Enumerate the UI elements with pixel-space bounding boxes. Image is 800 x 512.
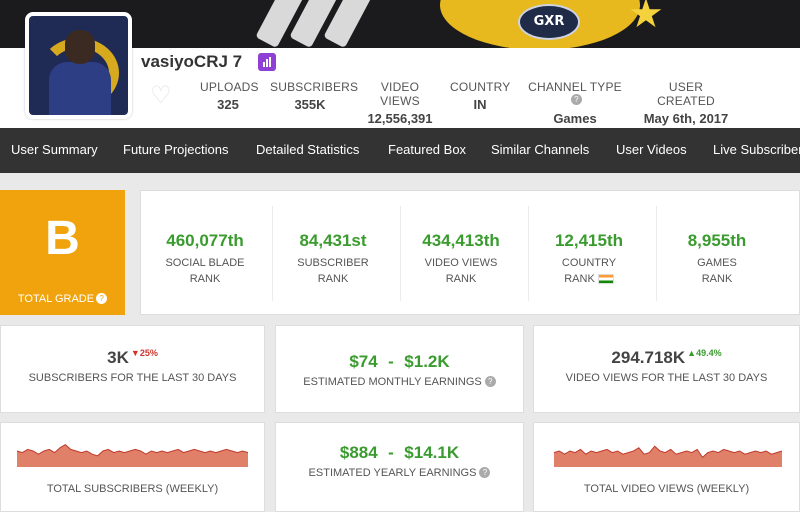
- rank-value: 434,413th: [422, 231, 500, 250]
- user-created-stat: USER CREATED May 6th, 2017: [640, 80, 732, 126]
- monthly-earnings-separator: -: [388, 352, 394, 371]
- channel-type-stat: CHANNEL TYPE? Games: [522, 80, 628, 126]
- rank-label: SUBSCRIBER: [297, 257, 369, 269]
- video-views-label: VIDEO VIEWS: [380, 80, 420, 108]
- subscribers-30-days-caption: SUBSCRIBERS FOR THE LAST 30 DAYS: [28, 372, 237, 384]
- channel-type-label: CHANNEL TYPE: [528, 80, 622, 94]
- nav-featured-box[interactable]: Featured Box: [388, 142, 467, 157]
- divider: [528, 206, 529, 301]
- video-views-stat: VIDEO VIEWS 12,556,391: [362, 80, 438, 126]
- rank-label: RANK: [564, 273, 595, 285]
- uploads-value: 325: [217, 97, 239, 112]
- divider: [656, 206, 657, 301]
- ranks-card: 460,077th SOCIAL BLADE RANK 84,431st SUBS…: [140, 190, 800, 315]
- channel-name: vasiyoCRJ 7: [141, 52, 243, 71]
- views-weekly-sparkline[interactable]: [534, 433, 800, 473]
- nav-similar-channels[interactable]: Similar Channels: [491, 142, 590, 157]
- subscribers-label: SUBSCRIBERS: [270, 80, 359, 94]
- help-icon[interactable]: ?: [484, 376, 496, 387]
- yearly-earnings-low: $884: [339, 443, 378, 462]
- monthly-earnings-low: $74: [349, 352, 378, 371]
- rank-label: SOCIAL BLADE: [165, 257, 245, 269]
- user-created-label: USER CREATED: [657, 80, 715, 108]
- yearly-earnings-high: $14.1K: [404, 443, 460, 462]
- rank-label: COUNTRY: [561, 257, 617, 269]
- sparkline-area: [17, 444, 248, 467]
- rank-label: RANK: [189, 273, 221, 285]
- subscribers-stat: SUBSCRIBERS 355K: [270, 80, 359, 112]
- channel-header: [0, 48, 800, 128]
- divider: [400, 206, 401, 301]
- subscribers-weekly-card: TOTAL SUBSCRIBERS (WEEKLY): [0, 422, 265, 512]
- nav-user-summary[interactable]: User Summary: [11, 142, 98, 157]
- subscribers-value: 355K: [294, 97, 326, 112]
- rank-label: VIDEO VIEWS: [424, 257, 498, 269]
- social-blade-rank: 460,077th SOCIAL BLADE RANK: [141, 191, 269, 316]
- rank-label: RANK: [317, 273, 349, 285]
- india-flag-icon: [597, 274, 614, 285]
- video-views-rank: 434,413th VIDEO VIEWS RANK: [397, 191, 525, 316]
- sparkline-line: [553, 445, 783, 459]
- views-weekly-caption: TOTAL VIDEO VIEWS (WEEKLY): [583, 483, 750, 495]
- subscribers-30-days-card: 3K ▼25% SUBSCRIBERS FOR THE LAST 30 DAYS: [0, 325, 265, 413]
- sparkline-area: [554, 446, 782, 467]
- rank-label: RANK: [445, 273, 477, 285]
- rank-value: 460,077th: [166, 231, 244, 250]
- grade-letter: B: [45, 212, 80, 265]
- help-icon[interactable]: ?: [479, 467, 491, 478]
- sparkline-line: [16, 443, 249, 457]
- help-icon[interactable]: ?: [96, 293, 108, 304]
- nav-detailed-statistics[interactable]: Detailed Statistics: [256, 142, 360, 157]
- views-30-days-card: 294.718K ▲49.4% VIDEO VIEWS FOR THE LAST …: [533, 325, 800, 413]
- channel-banner: GXR ★: [0, 0, 800, 48]
- video-views-value: 12,556,391: [367, 111, 433, 126]
- user-created-value: May 6th, 2017: [643, 111, 729, 126]
- subscribers-30-days-value: 3K: [107, 348, 129, 367]
- rank-value: 84,431st: [299, 231, 367, 250]
- rank-label: GAMES: [697, 257, 737, 269]
- favorite-heart-icon[interactable]: ♡: [150, 82, 172, 109]
- stats-badge-icon[interactable]: [258, 53, 276, 71]
- uploads-stat: UPLOADS 325: [200, 80, 259, 112]
- monthly-earnings-card: $74 - $1.2K ESTIMATED MONTHLY EARNINGS?: [275, 325, 524, 413]
- yearly-earnings-caption: ESTIMATED YEARLY EARNINGS: [308, 467, 477, 479]
- country-value: IN: [473, 97, 487, 112]
- nav-live-subscriber[interactable]: Live Subscriber: [713, 142, 800, 157]
- country-label: COUNTRY: [450, 80, 511, 94]
- views-30-days-value: 294.718K: [611, 348, 686, 367]
- country-rank: 12,415th COUNTRY RANK: [525, 191, 653, 316]
- rank-label: RANK: [701, 273, 733, 285]
- monthly-earnings-caption: ESTIMATED MONTHLY EARNINGS: [303, 376, 482, 388]
- views-30-days-caption: VIDEO VIEWS FOR THE LAST 30 DAYS: [565, 372, 768, 384]
- down-arrow-icon: ▼: [130, 348, 140, 358]
- grade-label: TOTAL GRADE: [17, 293, 95, 305]
- star-icon: ★: [628, 0, 664, 36]
- monthly-earnings-high: $1.2K: [404, 352, 450, 371]
- views-delta: 49.4%: [696, 348, 722, 358]
- subscribers-weekly-caption: TOTAL SUBSCRIBERS (WEEKLY): [46, 483, 219, 495]
- country-stat: COUNTRY IN: [450, 80, 510, 112]
- yearly-earnings-separator: -: [388, 443, 394, 462]
- rank-value: 12,415th: [554, 231, 624, 250]
- yearly-earnings-card: $884 - $14.1K ESTIMATED YEARLY EARNINGS?: [275, 422, 524, 512]
- divider: [272, 206, 273, 301]
- uploads-label: UPLOADS: [200, 80, 259, 94]
- subscriber-rank: 84,431st SUBSCRIBER RANK: [269, 191, 397, 316]
- subscribers-delta: 25%: [139, 348, 158, 358]
- views-weekly-card: TOTAL VIDEO VIEWS (WEEKLY): [533, 422, 800, 512]
- subscribers-weekly-sparkline[interactable]: [1, 433, 266, 473]
- total-grade-box: B TOTAL GRADE?: [0, 190, 125, 315]
- nav-future-projections[interactable]: Future Projections: [123, 142, 229, 157]
- help-icon[interactable]: ?: [571, 94, 582, 105]
- games-rank: 8,955th GAMES RANK: [653, 191, 781, 316]
- nav-bar: User Summary Future Projections Detailed…: [0, 128, 800, 173]
- rank-value: 8,955th: [687, 231, 747, 250]
- nav-user-videos[interactable]: User Videos: [616, 142, 687, 157]
- up-arrow-icon: ▲: [687, 348, 697, 358]
- channel-avatar[interactable]: [25, 12, 132, 119]
- banner-logo: GXR: [518, 4, 580, 40]
- channel-type-value: Games: [553, 111, 597, 126]
